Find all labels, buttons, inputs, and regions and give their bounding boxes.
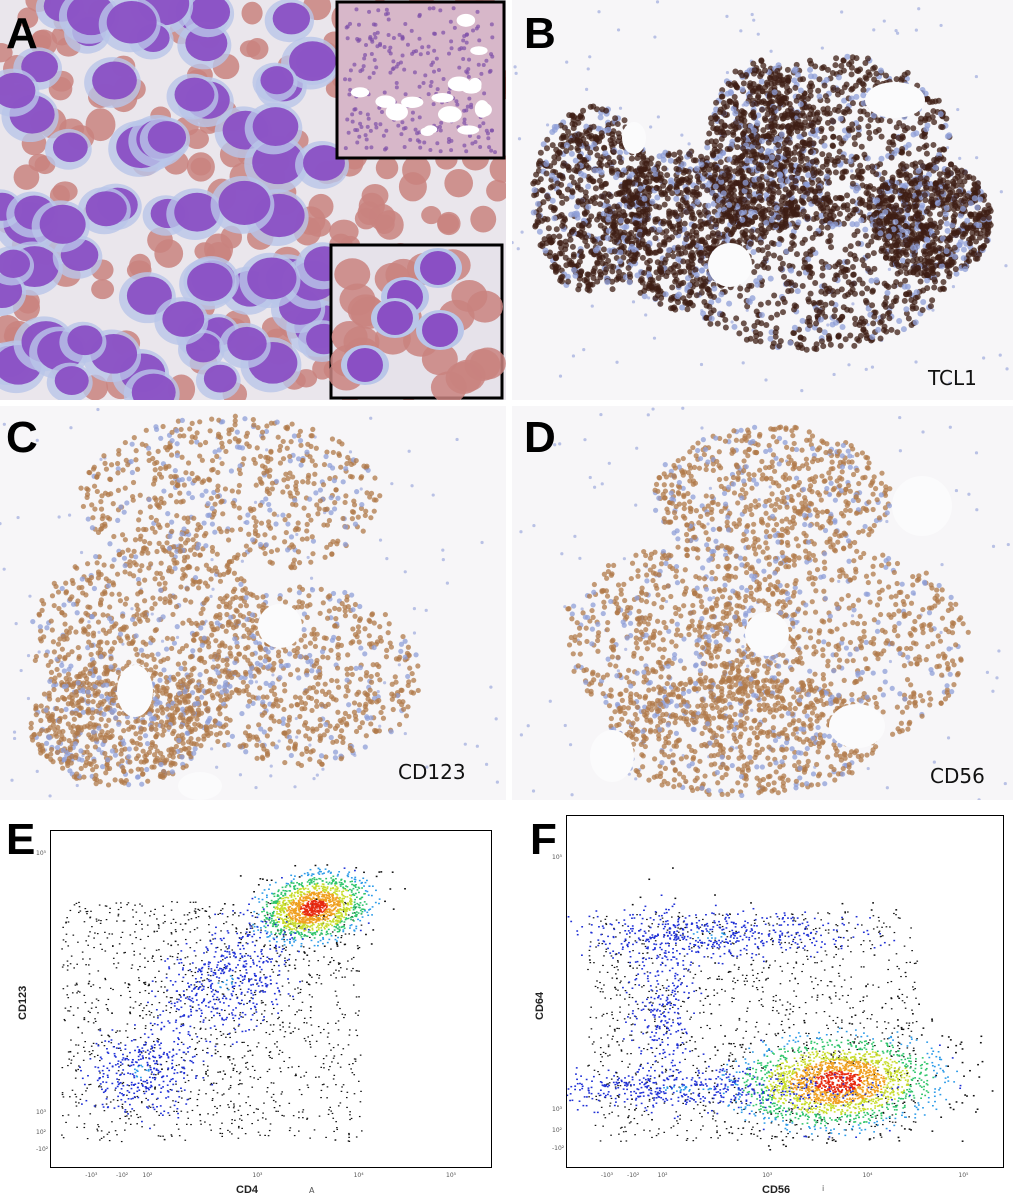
panel-f-y-axis-label: CD64 [534,991,546,1020]
panel-c-cd123-image [0,406,506,800]
panel-e-letter: E [6,815,36,864]
panel-e-axis-marker: A [309,1186,315,1195]
panel-b-stain-label: TCL1 [928,366,977,390]
panel-f-letter: F [530,815,557,864]
y-tick-label: 10⁵ [36,850,47,858]
x-tick-label: 10² [142,1172,153,1179]
x-tick-label: -10³ [85,1172,98,1179]
x-tick-label: 10⁵ [958,1172,969,1179]
panel-e-plot [50,830,492,1168]
panel-a-smear-image [0,0,506,400]
panel-f-density-plot [337,867,994,1151]
panel-a [0,0,506,400]
y-tick-label: -10² [36,1145,49,1153]
panel-e-y-axis-label: CD123 [17,985,29,1020]
y-tick-label: -10² [552,1144,565,1152]
panel-d-cd56-image [512,406,1013,800]
panel-c [0,406,506,800]
panel-b-letter: B [524,9,556,58]
x-tick-label: 10³ [252,1172,263,1179]
panel-f-axis-marker: i [822,1184,825,1193]
x-tick-label: 10⁵ [446,1172,457,1179]
y-tick-label: 10² [36,1129,47,1137]
x-tick-label: -10² [116,1172,129,1179]
x-tick-label: 10⁴ [862,1172,873,1179]
panel-c-stain-label: CD123 [398,760,466,784]
panel-e-density-plot [61,864,406,1143]
panel-e-x-axis-label: CD4 [236,1184,259,1196]
panel-d-letter: D [524,413,556,462]
panel-c-letter: C [6,413,38,462]
y-tick-label: 10³ [36,1108,47,1116]
panel-b-tcl1-image [512,0,1013,400]
x-tick-label: 10⁴ [353,1172,364,1179]
panel-d-stain-label: CD56 [930,764,985,788]
y-tick-label: 10² [552,1127,563,1135]
panel-d [512,406,1013,800]
x-tick-label: -10² [627,1172,640,1179]
panel-b [512,0,1013,400]
x-tick-label: 10³ [762,1172,773,1179]
x-tick-label: -10³ [600,1172,614,1179]
panel-a-letter: A [6,9,38,58]
panel-f-plot [337,815,1004,1168]
panel-f-x-axis-label: CD56 [762,1184,791,1196]
x-tick-label: 10² [657,1172,668,1179]
y-tick-label: 10³ [552,1106,563,1114]
y-tick-label: 10⁵ [552,853,563,861]
